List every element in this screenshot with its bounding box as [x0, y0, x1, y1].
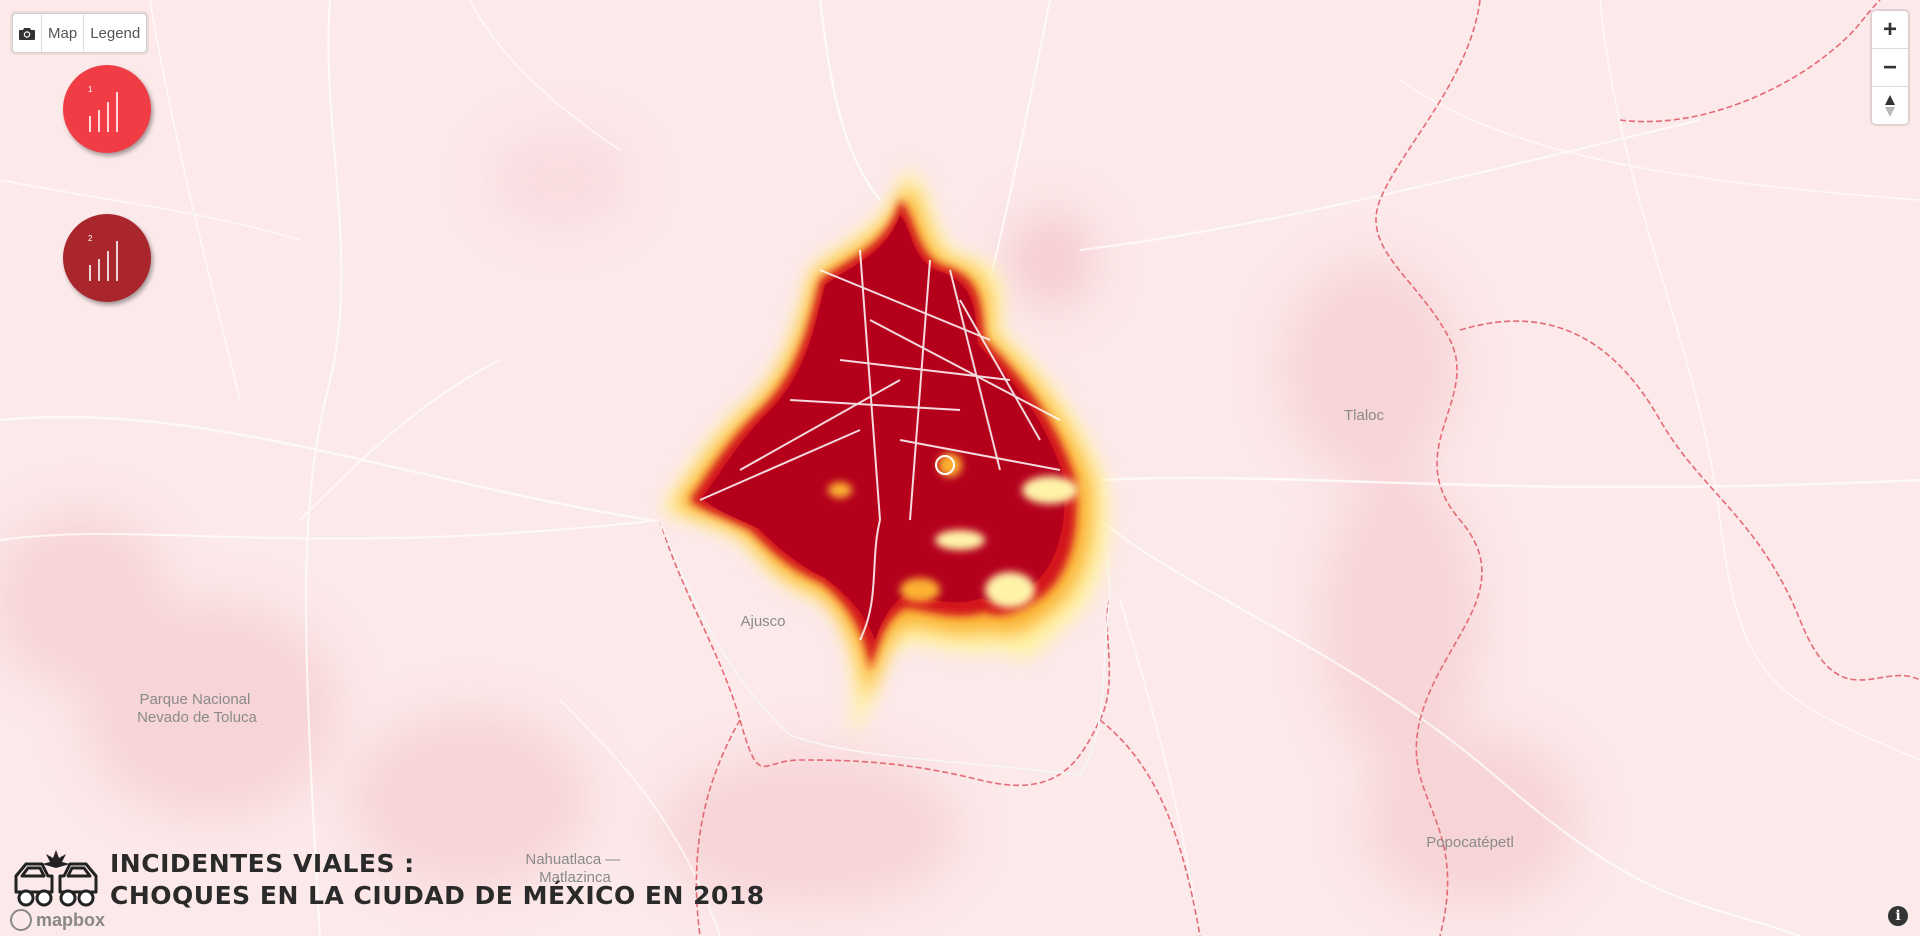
layer-badge-2[interactable]: 2 [63, 214, 151, 302]
map-tab-button[interactable]: Map [42, 14, 85, 52]
map-toolbar: Map Legend [12, 13, 148, 53]
place-label-nevado-line2: Nevado de Toluca [137, 709, 257, 726]
place-label-nahuatlaca-line1: Nahuatlaca — [525, 851, 620, 868]
place-label-nahuatlaca-line2: Matlazinca [539, 869, 611, 886]
title-line-2: CHOQUES EN LA CIUDAD DE MÉXICO EN 2018 [110, 881, 765, 910]
legend-tab-button[interactable]: Legend [90, 24, 141, 42]
car-crash-icon [14, 850, 98, 907]
heatmap-layer [660, 170, 1109, 740]
state-borders [659, 0, 1920, 936]
map-title: INCIDENTES VIALES : CHOQUES EN LA CIUDAD… [12, 848, 765, 912]
place-labels: Tlaloc Ajusco Parque Nacional Nevado de … [137, 407, 1514, 886]
place-label-nahuatlaca: Nahuatlaca — Matlazinca [525, 851, 624, 886]
cdmx-outline [659, 489, 1111, 776]
place-label-nevado-line1: Parque Nacional [139, 691, 250, 708]
screenshot-button[interactable] [13, 14, 42, 52]
zoom-controls: + − [1872, 11, 1908, 124]
layer-badge-number: 2 [88, 234, 93, 243]
mapbox-logo-icon [10, 909, 32, 931]
title-line-1: INCIDENTES VIALES : [110, 849, 415, 878]
bar-chart-icon: 2 [88, 234, 118, 281]
place-label-nevado-de-toluca: Parque Nacional Nevado de Toluca [137, 691, 257, 726]
terrain-layer [0, 130, 1580, 910]
zoom-out-button[interactable]: − [1872, 49, 1908, 87]
compass-icon [1885, 94, 1895, 117]
place-label-ajusco: Ajusco [740, 613, 785, 630]
compass-button[interactable] [1872, 87, 1908, 124]
mapbox-logo-text: mapbox [36, 909, 106, 930]
place-label-tlaloc: Tlaloc [1344, 407, 1385, 424]
zoom-in-button[interactable]: + [1872, 11, 1908, 49]
layer-badge-number: 1 [88, 85, 93, 94]
place-label-popocatepetl: Popocatépetl [1426, 834, 1514, 851]
mapbox-logo[interactable]: mapbox [10, 909, 105, 931]
info-icon[interactable]: i [1888, 906, 1908, 926]
camera-icon [19, 27, 35, 40]
layer-badge-1[interactable]: 1 [63, 65, 151, 153]
bar-chart-icon: 1 [88, 85, 118, 132]
